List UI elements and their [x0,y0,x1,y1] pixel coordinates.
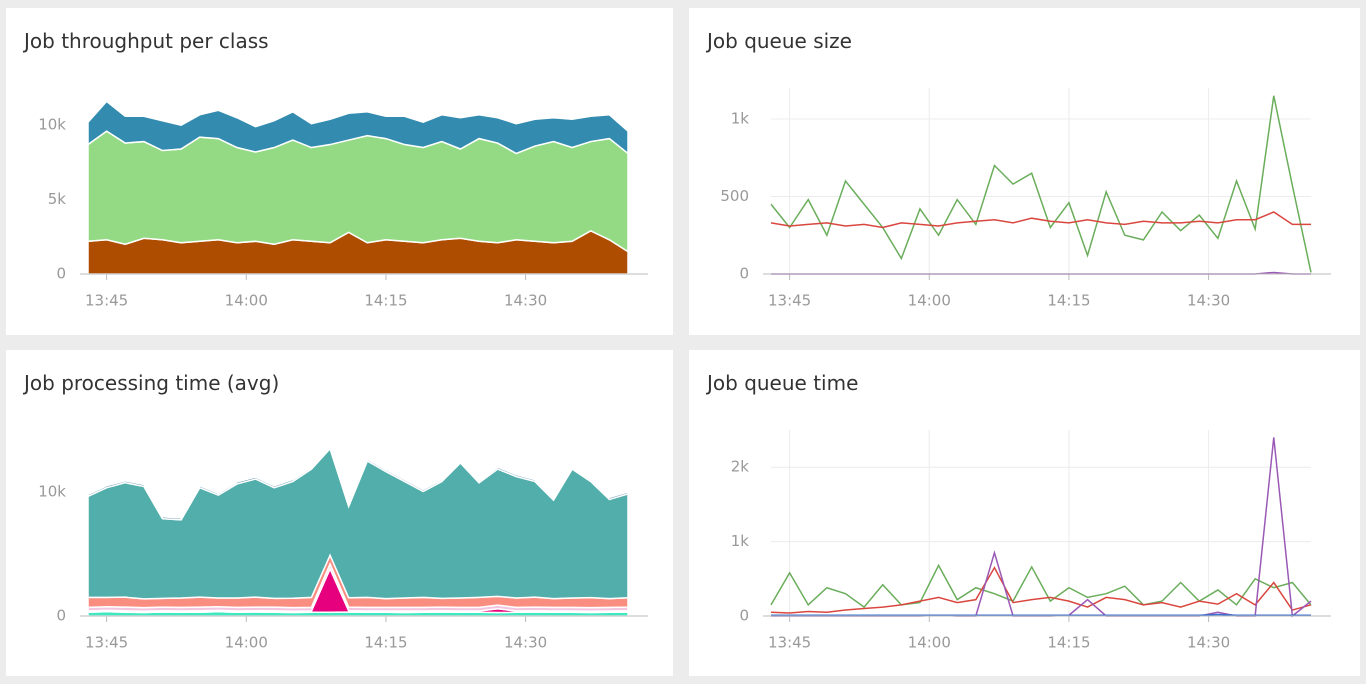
chart: 0 1k 2k 13:45 14:00 14:15 14:30 [731,430,1331,652]
x-tick-label: 14:30 [504,292,547,310]
widget: 0 1k 2k 13:45 14:00 14:15 14:30 Job queue time [689,350,1360,676]
area [87,445,629,521]
area [87,100,629,156]
x-tick-label: 13:45 [85,634,128,652]
y-tick-label: 10k [38,483,66,501]
x-tick-label: 14:00 [908,292,951,310]
y-tick-label: 1k [731,532,750,550]
x-tick-label: 13:45 [768,634,811,652]
y-tick-label: 0 [56,607,66,625]
y-tick-label: 5k [48,190,67,208]
chart: 0 10k 13:45 14:00 14:15 14:30 [38,445,648,652]
line [771,437,1312,618]
widget: 0 5k 10k 13:45 14:00 14:15 14:30 Job throughpu… [6,8,673,335]
y-tick-label: 10k [38,116,66,134]
widget-title: Job queue time [707,371,859,395]
widget-title: Job processing time (avg) [24,371,280,395]
x-tick-label: 14:30 [1187,634,1230,652]
line [770,563,1312,609]
x-tick-label: 14:15 [364,292,407,310]
widget-title: Job throughput per class [24,29,269,53]
widget-title: Job queue size [707,29,852,53]
y-tick-label: 1k [731,110,750,128]
line [770,566,1312,614]
x-tick-label: 13:45 [85,292,128,310]
x-tick-label: 14:30 [504,634,547,652]
x-tick-label: 14:00 [225,292,268,310]
x-tick-label: 14:30 [1187,292,1230,310]
x-tick-label: 14:00 [225,634,268,652]
y-tick-label: 0 [56,265,66,283]
y-tick-label: 2k [731,458,750,476]
chart: 0 5k 10k 13:45 14:00 14:15 14:30 [38,100,648,310]
y-tick-label: 500 [720,187,749,205]
y-tick-label: 0 [739,265,749,283]
x-tick-label: 14:00 [908,634,951,652]
x-tick-label: 14:15 [1047,292,1090,310]
x-tick-label: 13:45 [768,292,811,310]
widget: 0 10k 13:45 14:00 14:15 14:30 Job processing … [6,350,673,676]
x-tick-label: 14:15 [364,634,407,652]
chart: 0 500 1k 13:45 14:00 14:15 14:30 [720,88,1331,310]
y-tick-label: 0 [739,607,749,625]
area [87,447,629,600]
line [770,95,1312,273]
x-tick-label: 14:15 [1047,634,1090,652]
widget: 0 500 1k 13:45 14:00 14:15 14:30 Job queue siz… [689,8,1360,335]
line [770,211,1311,229]
line [771,613,1311,617]
